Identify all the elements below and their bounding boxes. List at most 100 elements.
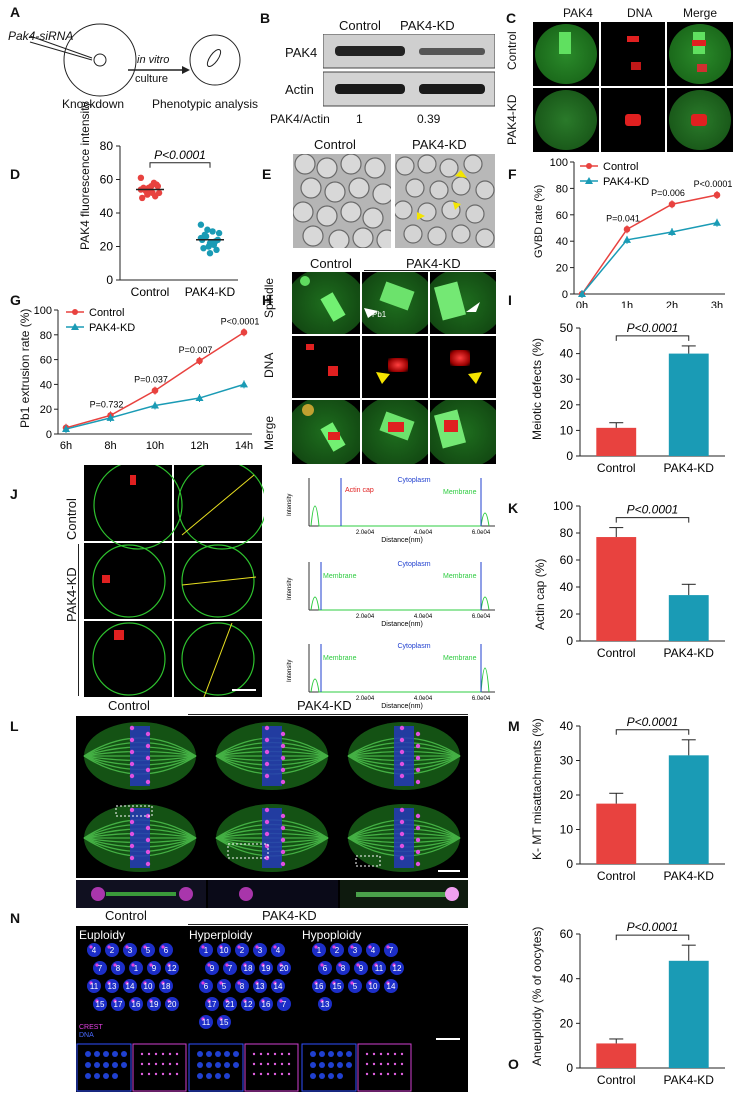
kinetochore [264, 725, 270, 731]
chromosome-number: 15 [220, 1018, 229, 1027]
profile-xlabel: Distance(nm) [381, 537, 423, 544]
panel-label-o: O [508, 1056, 519, 1072]
chromosome-number: 17 [208, 1000, 217, 1009]
data-point [240, 380, 248, 388]
inset-chromosome [206, 1051, 212, 1057]
data-point [151, 387, 159, 394]
crest-signal [113, 999, 117, 1003]
crest-signal [368, 981, 372, 985]
inset-crest [393, 1052, 397, 1056]
crest-signal [89, 945, 93, 949]
kinetochore [145, 743, 151, 749]
kinetochore [280, 743, 286, 749]
profile-ylabel: Intensity [287, 494, 293, 516]
inset-crest [259, 1062, 263, 1066]
panel-label-l: L [10, 718, 19, 734]
kinetochore [280, 813, 286, 819]
data-point [668, 227, 676, 235]
inset-crest [400, 1062, 404, 1066]
p-value: P<0.0001 [627, 321, 679, 335]
bar-control [596, 427, 637, 456]
crest-signal [255, 981, 259, 985]
panel-label-f: F [508, 166, 517, 182]
kinetochore [264, 737, 270, 743]
data-point [206, 250, 214, 257]
kinetochore [399, 843, 405, 849]
profile-x-tick: 6.0e04 [472, 530, 491, 536]
data-point [195, 394, 204, 402]
inset-crest [175, 1072, 179, 1076]
legend-marker-kd [585, 177, 593, 184]
crest-signal [237, 981, 241, 985]
bar-control [596, 1043, 637, 1068]
cytoplasm-label: Cytoplasm [397, 561, 430, 568]
kinetochore [415, 825, 421, 831]
inset-chromosome [112, 1051, 118, 1057]
x-tick-label: 2h [666, 300, 678, 308]
y-tick-label: 20 [560, 607, 574, 621]
h-control-merge [292, 400, 360, 464]
y-tick-label: 20 [40, 404, 52, 416]
y-tick-label: 0 [46, 429, 52, 441]
panel-label-g: G [10, 292, 21, 308]
y-tick-label: 40 [100, 206, 114, 220]
kinetochore [145, 849, 151, 855]
bar-control [596, 537, 637, 641]
legend-label-kd: PAK4-KD [603, 176, 649, 188]
scale-bar [438, 870, 460, 872]
knockdown-label: Knockdown [62, 97, 125, 111]
m-ylabel: K- MT misattachments (%) [530, 718, 544, 860]
crest-signal [161, 945, 165, 949]
inset-crest [400, 1072, 404, 1076]
inset-crest [168, 1072, 172, 1076]
crest-signal [338, 963, 342, 967]
y-tick-label: 100 [34, 305, 52, 317]
inset-crest [280, 1072, 284, 1076]
inset-crest [175, 1052, 179, 1056]
chart-k: 0 20 40 60 80 100 Control PAK4-KD P<0.0001 [553, 499, 725, 660]
inset-chromosome [328, 1051, 334, 1057]
n-control-label: Control [105, 908, 147, 923]
c-kd-dna-image [601, 88, 665, 152]
kinetochore [280, 779, 286, 785]
chromosome-number: 13 [256, 982, 265, 991]
inset-crest [168, 1052, 172, 1056]
x-tick-label: PAK4-KD [664, 646, 715, 660]
y-tick-label: 40 [40, 379, 52, 391]
j-row-kd: PAK4-KD [64, 567, 79, 622]
crest-signal [125, 981, 129, 985]
sirna-label: Pak4-siRNA [8, 29, 74, 43]
chromosome-number: 12 [393, 964, 402, 973]
chromosome-number: 20 [280, 964, 289, 973]
legend-label-kd: PAK4-KD [89, 322, 135, 334]
kinetochore [145, 767, 151, 773]
j-row-control: Control [64, 498, 79, 540]
chromosome-number: 8 [240, 982, 245, 991]
inset-chromosome [337, 1051, 343, 1057]
kinetochore [129, 749, 135, 755]
n-dna-legend: DNA [79, 1032, 94, 1039]
inset-crest [273, 1072, 277, 1076]
profile-x-tick: 4.0e04 [414, 530, 433, 536]
kinetochore [415, 767, 421, 773]
y-tick-label: 40 [560, 580, 574, 594]
kinetochore [280, 837, 286, 843]
h-row-spindle: Spindle [262, 277, 276, 318]
chromosome-number: 7 [228, 964, 233, 973]
data-point [62, 425, 70, 433]
inset-chromosome [206, 1073, 212, 1079]
crest-signal [392, 963, 396, 967]
n-chromosome-spreads: 4 2 3 5 6 7 8 1 9 12 11 13 14 10 18 15 17 16 19 20 1 10 2 3 4 9 7 1… [76, 926, 468, 1092]
y-tick-label: 60 [100, 173, 114, 187]
chromosome-number: 6 [204, 982, 209, 991]
h-control-label: Control [310, 256, 352, 271]
c-row-control: Control [505, 31, 519, 70]
culture-label: culture [135, 73, 169, 85]
zoom-box [227, 843, 269, 859]
n-euploidy-label: Euploidy [79, 928, 126, 942]
legend-label-control: Control [603, 161, 638, 173]
inset-crest [372, 1052, 376, 1056]
e-control-dic-image [293, 154, 391, 248]
kinetochore [399, 749, 405, 755]
inset-crest [386, 1052, 390, 1056]
